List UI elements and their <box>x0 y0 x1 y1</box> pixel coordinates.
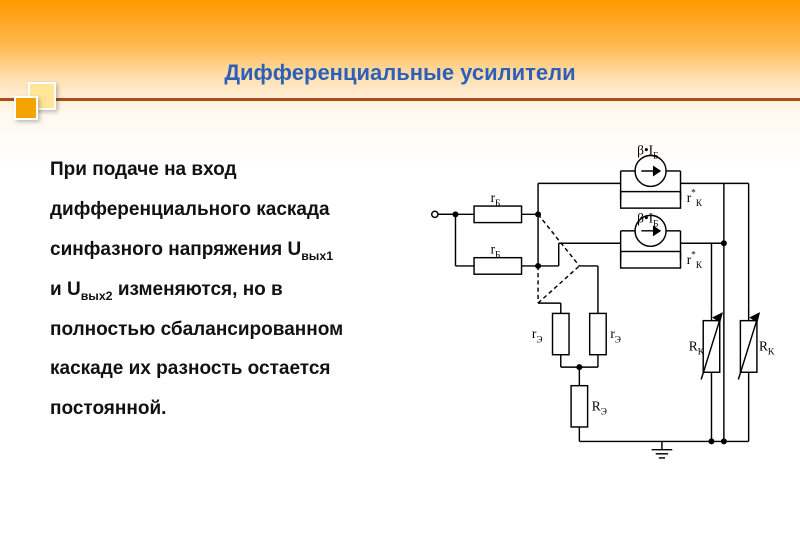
label-rk1-sup: * <box>691 189 696 199</box>
header-rule <box>0 98 800 101</box>
svg-text:r*К: r*К <box>687 251 703 271</box>
label-rb1-sub: Б <box>495 199 500 209</box>
subscript: вых2 <box>81 288 113 302</box>
text-line: синфазного напряжения U <box>50 239 301 260</box>
label-rk2-sub: К <box>696 261 703 271</box>
text-line: изменяются, но в <box>113 279 283 300</box>
svg-text:RK: RK <box>759 339 775 358</box>
text-line: постоянной. <box>50 398 166 419</box>
label-RE: R <box>592 398 601 413</box>
subscript: вых1 <box>301 249 333 263</box>
label-re1-sub: Э <box>536 335 542 345</box>
svg-text:β•IБ: β•IБ <box>637 211 658 230</box>
svg-text:RЭ: RЭ <box>592 398 607 417</box>
label-src2: β•I <box>637 211 653 226</box>
body-text: При подаче на вход дифференциального кас… <box>50 150 380 429</box>
slide-title: Дифференциальные усилители <box>0 60 800 86</box>
label-re2-sub: Э <box>615 335 621 345</box>
label-src1: β•I <box>637 142 653 157</box>
svg-text:RK: RK <box>689 339 705 358</box>
circuit-diagram: rБ rБ rЭ rЭ RЭ r*К r*К β•IБ β•IБ RK RK <box>420 140 780 460</box>
label-rk1-sub: К <box>696 199 703 209</box>
slide: Дифференциальные усилители При подаче на… <box>0 0 800 560</box>
label-rk2-sup: * <box>691 251 696 261</box>
label-RK2-sub: K <box>768 348 775 358</box>
text-line: полностью сбалансированном <box>50 319 343 340</box>
label-src1-sub: Б <box>653 152 658 162</box>
svg-text:r*К: r*К <box>687 189 703 209</box>
label-RE-sub: Э <box>601 408 607 418</box>
text-line: и U <box>50 279 81 300</box>
label-RK2: R <box>759 339 768 354</box>
accent-square2-icon <box>14 96 38 120</box>
text-line: каскаде их разность остается <box>50 358 330 379</box>
label-rb2-sub: Б <box>495 251 500 261</box>
label-RK1-sub: K <box>698 348 705 358</box>
text-line: При подаче на вход <box>50 159 237 180</box>
label-RK1: R <box>689 339 698 354</box>
text-line: дифференциального каскада <box>50 199 330 220</box>
svg-text:rЭ: rЭ <box>610 326 621 345</box>
svg-text:rЭ: rЭ <box>532 326 543 345</box>
label-src2-sub: Б <box>653 220 658 230</box>
